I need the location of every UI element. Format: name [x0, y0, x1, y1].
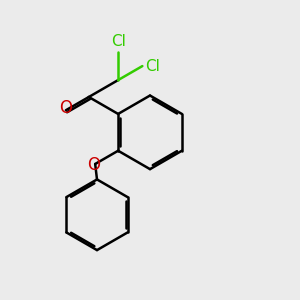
- Text: O: O: [87, 157, 100, 175]
- Text: Cl: Cl: [145, 58, 160, 74]
- Text: O: O: [59, 99, 72, 117]
- Text: Cl: Cl: [111, 34, 126, 49]
